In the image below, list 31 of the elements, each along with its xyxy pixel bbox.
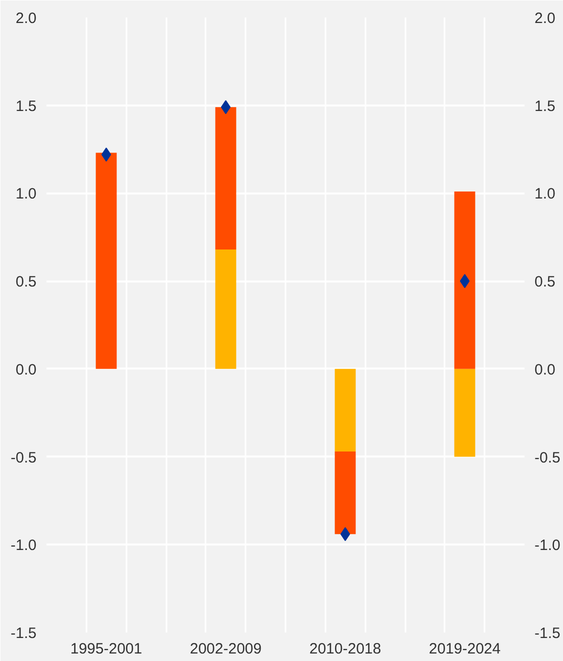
x-tick-label: 1995-2001 [70,640,142,658]
x-tick-label: 2010-2018 [309,640,382,658]
point [101,148,112,162]
y-tick-label: -1.5 [10,625,37,642]
bar [334,368,356,452]
y2-tick-label: 1.0 [534,186,556,203]
x-tick-label: 2019-2024 [428,640,501,658]
y2-tick-label: 0.0 [534,361,556,378]
y-tick-label: 2.0 [16,10,37,27]
y-tick-label: 1.0 [16,186,37,203]
y-tick-label: 0.0 [16,361,37,378]
bar [334,452,356,534]
y2-tick-label: 0.5 [534,274,556,291]
y2-tick-label: -1.5 [534,625,560,642]
point [460,274,470,288]
y-tick-label: 1.5 [16,98,37,115]
bar [454,368,476,457]
y2-tick-label: 1.5 [534,98,556,115]
y-tick-label: 0.5 [16,274,37,291]
y-tick-label: -1.0 [10,537,37,554]
point [340,527,350,542]
bar [454,191,476,369]
y-tick-label: -0.5 [10,449,37,466]
y2-tick-label: 2.0 [534,10,556,27]
bar [215,107,236,250]
point [220,100,231,114]
bar [215,249,236,369]
y2-tick-label: -1.0 [534,537,560,554]
y2-tick-label: -0.5 [534,449,560,466]
x-tick-label: 2002-2009 [190,640,262,658]
bar [96,152,117,369]
